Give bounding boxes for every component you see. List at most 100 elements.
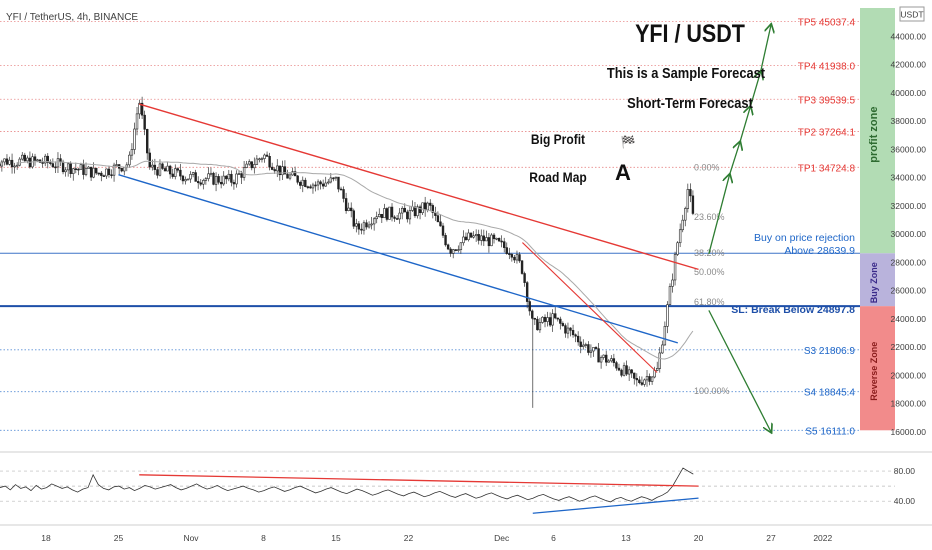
candle-body xyxy=(332,177,335,180)
tp-level-label: TP1 34724.8 xyxy=(798,163,856,174)
candle-body xyxy=(390,206,394,218)
candle-body xyxy=(393,216,396,219)
rsi-blue-trendline xyxy=(532,497,699,514)
candle-body xyxy=(500,240,503,243)
candle-body xyxy=(559,318,562,324)
red-short-trendline xyxy=(522,242,658,373)
candle-body xyxy=(128,154,131,166)
rsi-pane xyxy=(0,467,895,514)
candle-body xyxy=(339,188,343,191)
candle-body xyxy=(503,241,506,248)
candle-body xyxy=(212,172,215,185)
candle-body xyxy=(163,168,167,172)
candle-body xyxy=(525,282,529,302)
candle-body xyxy=(676,242,679,255)
rsi-tick-label: 40.00 xyxy=(894,496,916,506)
candle-body xyxy=(650,376,654,382)
candle-body xyxy=(107,168,111,176)
candle-body xyxy=(334,176,338,179)
candle-body xyxy=(355,223,358,227)
candle-body xyxy=(380,213,384,219)
forecast-arrow-up xyxy=(739,107,750,143)
candle-body xyxy=(627,369,631,375)
candle-body xyxy=(564,325,567,334)
horizontal-levels: TP5 45037.4 TP4 41938.0 TP3 39539.5 TP2 372… xyxy=(0,18,860,437)
fib-level-label: 61.80% xyxy=(694,297,725,307)
candle-body xyxy=(528,301,531,312)
candlesticks xyxy=(0,96,695,408)
candle-body xyxy=(617,367,621,371)
time-tick-label: 27 xyxy=(766,533,776,543)
candle-body xyxy=(18,158,21,166)
candle-body xyxy=(431,205,435,213)
price-tick-label: 22000.00 xyxy=(891,342,927,352)
candle-body xyxy=(554,313,557,319)
candle-body xyxy=(472,235,475,238)
candle-body xyxy=(582,344,585,347)
candle-body xyxy=(403,207,406,213)
price-tick-label: 38000.00 xyxy=(891,116,927,126)
candle-body xyxy=(286,173,289,179)
candle-body xyxy=(536,318,539,331)
candle-body xyxy=(235,173,238,185)
candle-body xyxy=(321,183,325,187)
candle-body xyxy=(270,166,274,170)
candle-body xyxy=(311,184,315,189)
price-tick-label: 40000.00 xyxy=(891,88,927,98)
candle-body xyxy=(541,316,544,323)
candle-body xyxy=(388,206,391,220)
candle-body xyxy=(105,168,108,177)
candle-body xyxy=(197,181,200,184)
candle-body xyxy=(51,163,55,168)
candle-body xyxy=(661,344,664,354)
candle-body xyxy=(418,206,422,214)
candle-body xyxy=(329,177,333,183)
candle-body xyxy=(395,218,399,220)
candle-body xyxy=(23,154,27,162)
tp-level-label: TP3 39539.5 xyxy=(798,95,856,106)
candle-body xyxy=(3,158,6,163)
candle-body xyxy=(367,224,371,228)
candle-body xyxy=(668,286,672,305)
fib-level-label: 100.00% xyxy=(694,386,730,396)
candle-body xyxy=(314,184,317,187)
candle-body xyxy=(584,344,588,346)
candle-body xyxy=(181,175,185,182)
time-tick-label: 13 xyxy=(621,533,631,543)
candle-body xyxy=(204,178,208,181)
candle-body xyxy=(375,216,378,220)
candle-body xyxy=(299,181,302,186)
price-axis[interactable]: 44000.00 42000.00 40000.00 38000.00 36000.00… xyxy=(891,31,927,437)
candle-body xyxy=(622,365,626,376)
candle-body xyxy=(260,158,264,160)
candle-body xyxy=(566,327,570,334)
candle-body xyxy=(174,168,177,177)
candle-body xyxy=(429,202,432,206)
forecast-arrow-down xyxy=(708,310,771,432)
candle-body xyxy=(69,163,72,174)
candle-body xyxy=(477,234,480,241)
candle-body xyxy=(36,159,39,162)
candle-body xyxy=(293,171,297,177)
time-tick-label: 22 xyxy=(404,533,414,543)
candle-body xyxy=(378,213,381,218)
candle-body xyxy=(54,166,57,169)
candle-body xyxy=(209,172,213,175)
time-axis[interactable]: 18 25 Nov 8 15 22 Dec 6 13 20 27 2022 xyxy=(41,533,832,543)
candle-body xyxy=(645,376,649,381)
candle-body xyxy=(130,149,134,156)
candle-body xyxy=(510,254,514,258)
candle-body xyxy=(505,247,508,254)
symbol-title: YFI / TetherUS, 4h, BINANCE xyxy=(6,12,138,23)
candle-body xyxy=(161,163,164,169)
time-tick-label: 8 xyxy=(261,533,266,543)
candle-body xyxy=(66,163,70,171)
above-level-label: Above 28639.9 xyxy=(784,245,855,257)
candle-body xyxy=(100,172,103,176)
candle-body xyxy=(38,159,42,163)
candle-body xyxy=(120,167,123,172)
candle-body xyxy=(95,167,98,174)
fib-level-label: 23.60% xyxy=(694,212,725,222)
candle-body xyxy=(439,221,442,227)
